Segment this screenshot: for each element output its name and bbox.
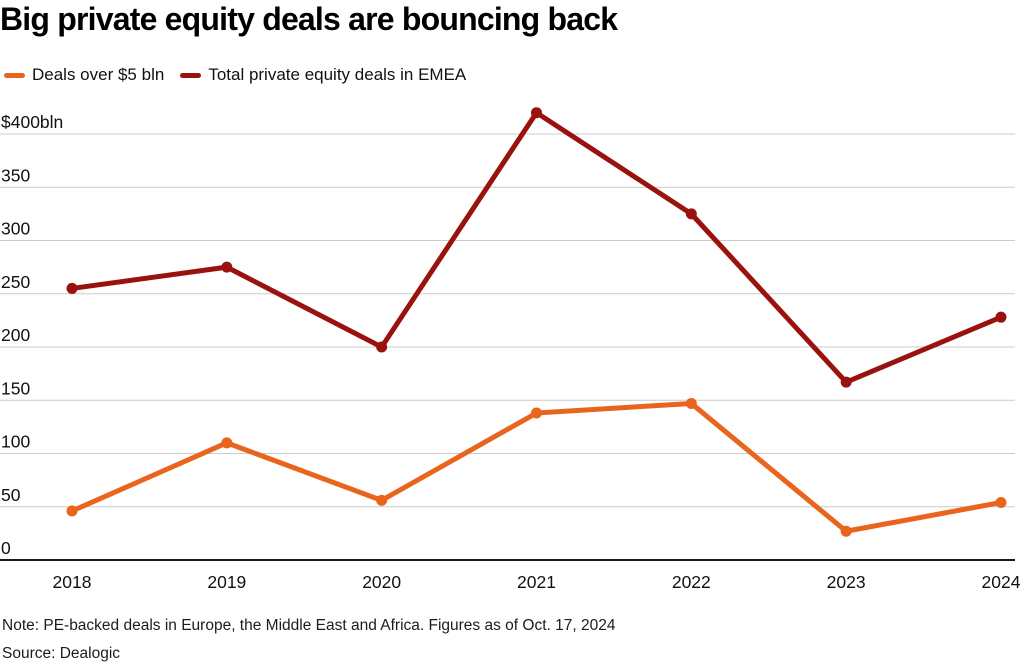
- chart-note: Note: PE-backed deals in Europe, the Mid…: [2, 617, 616, 634]
- data-point-deals-over-5bln-2022: [685, 397, 697, 409]
- y-tick-label: $400bln: [1, 112, 63, 132]
- data-point-deals-over-5bln-2023: [840, 525, 852, 537]
- y-tick-label: 100: [1, 432, 30, 452]
- data-point-total-pe-emea-2021: [530, 107, 542, 119]
- legend-label-total-pe-emea: Total private equity deals in EMEA: [208, 65, 467, 84]
- data-point-deals-over-5bln-2021: [530, 407, 542, 419]
- series-line-deals-over-5bln: [69, 400, 1004, 534]
- line-chart-plot: $400bln 350 300 250 200 150 100 50 0 2018 2019 2020…: [0, 107, 1021, 592]
- y-tick-label: 350: [1, 165, 30, 185]
- x-tick-label: 2018: [53, 572, 92, 592]
- data-point-total-pe-emea-2020: [376, 341, 388, 353]
- y-tick-label: 50: [1, 485, 21, 505]
- data-point-deals-over-5bln-2020: [376, 494, 388, 506]
- legend-item-total-pe-emea: Total private equity deals in EMEA: [180, 65, 466, 85]
- chart-source: Source: Dealogic: [2, 645, 121, 662]
- x-tick-label: 2020: [362, 572, 401, 592]
- data-point-deals-over-5bln-2024: [995, 496, 1007, 508]
- legend-swatch-orange-icon: [4, 72, 25, 78]
- chart-title: Big private equity deals are bouncing ba…: [0, 1, 618, 37]
- x-tick-label: 2023: [827, 572, 866, 592]
- data-point-total-pe-emea-2022: [685, 208, 697, 220]
- data-point-total-pe-emea-2024: [995, 311, 1007, 323]
- data-point-total-pe-emea-2019: [221, 261, 233, 273]
- y-tick-label: 300: [1, 219, 30, 239]
- legend: Deals over $5 bln Total private equity d…: [4, 65, 466, 85]
- legend-swatch-darkred-icon: [180, 72, 202, 78]
- y-tick-label: 250: [1, 272, 30, 292]
- data-point-total-pe-emea-2018: [66, 282, 78, 294]
- legend-item-deals-over-5bln: Deals over $5 bln: [4, 65, 164, 85]
- x-tick-label: 2022: [672, 572, 711, 592]
- data-point-deals-over-5bln-2019: [221, 437, 233, 449]
- x-tick-label: 2021: [517, 572, 556, 592]
- data-point-total-pe-emea-2023: [840, 376, 852, 388]
- y-tick-label: 0: [1, 538, 11, 558]
- x-tick-label: 2024: [982, 572, 1021, 592]
- series-line-total-pe-emea: [69, 110, 1004, 385]
- data-point-deals-over-5bln-2018: [66, 505, 78, 517]
- y-tick-label: 200: [1, 325, 30, 345]
- legend-label-deals-over-5bln: Deals over $5 bln: [32, 65, 165, 84]
- x-tick-label: 2019: [207, 572, 246, 592]
- y-tick-label: 150: [1, 378, 30, 398]
